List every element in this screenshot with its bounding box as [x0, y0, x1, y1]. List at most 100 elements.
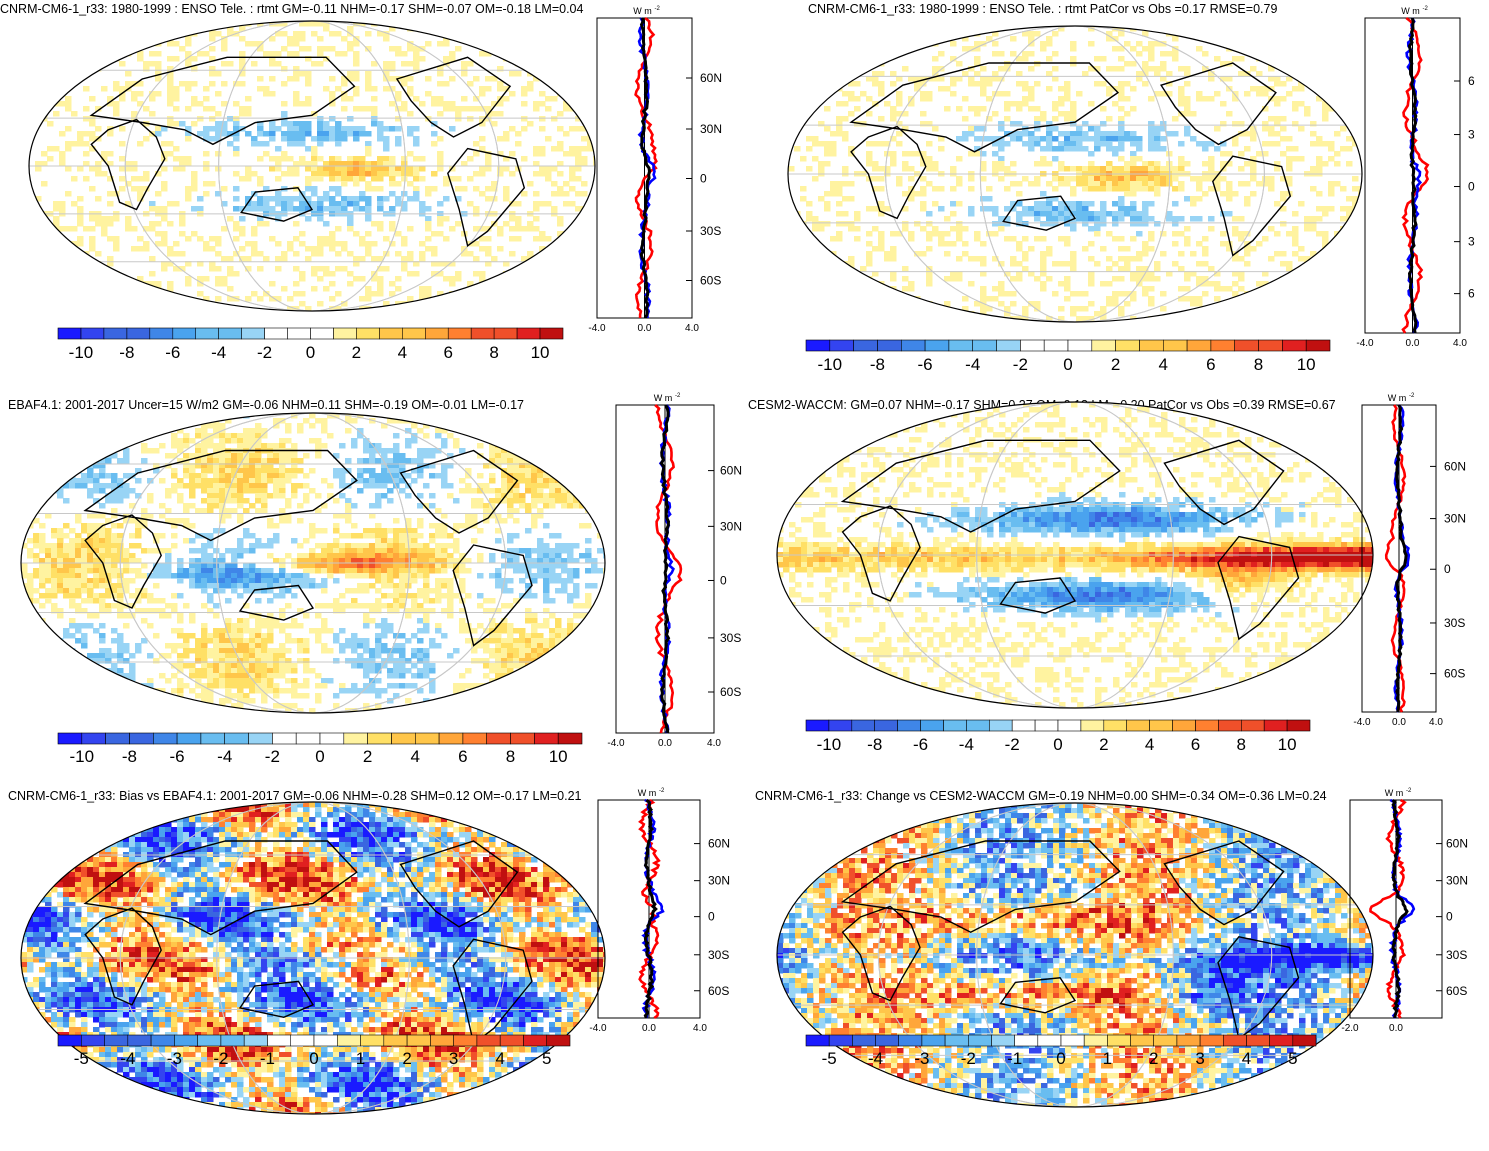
colorbar-swatch	[1195, 719, 1219, 732]
colorbar-swatch	[313, 1034, 338, 1047]
colorbar-tick: -6	[170, 747, 185, 766]
colorbar-swatch	[1210, 339, 1236, 352]
zonal-series	[639, 17, 652, 319]
zonal-mean-panel: W m -2 60N 30N 0 30S 60S -4.0 0.0 4.0	[607, 393, 742, 749]
colorbar-swatch	[991, 1034, 1016, 1047]
colorbar-tick: -2	[265, 747, 280, 766]
colorbar-swatch	[104, 1034, 129, 1047]
colorbar-swatch	[1282, 339, 1307, 352]
colorbar-swatch	[920, 719, 944, 732]
map-field	[777, 402, 1373, 708]
panel-2: CNRM-CM6-1_r33: 1980-1999 : ENSO Tele. :…	[787, 2, 1475, 374]
colorbar-swatch	[898, 1034, 923, 1047]
colorbar-swatch	[153, 732, 178, 745]
lat-label: 60S	[720, 685, 741, 699]
colorbar-tick: 2	[352, 343, 361, 362]
coastline	[83, 449, 533, 647]
lat-label: 60N	[708, 837, 730, 851]
colorbar-swatch	[1163, 339, 1188, 352]
panel-4: CESM2-WACCM: GM=0.07 NHM=-0.17 SHM=0.27 …	[748, 393, 1466, 754]
zonal-series	[1395, 404, 1408, 713]
x-tick-label: -4.0	[588, 323, 606, 334]
colorbar-tick: 8	[489, 343, 498, 362]
colorbar-swatch	[195, 327, 219, 340]
colorbar-swatch	[287, 327, 311, 340]
colorbar-tick: -1	[260, 1049, 275, 1068]
colorbar-swatch	[174, 1034, 198, 1047]
colorbar-swatch	[57, 732, 83, 745]
colorbar-tick: 10	[1278, 735, 1297, 754]
colorbar: -5 -4 -3 -2 -1 0 1 2 3 4 5	[805, 1034, 1317, 1068]
zonal-series	[1391, 798, 1409, 1019]
zonal-series	[637, 17, 657, 319]
colorbar: -10 -8 -6 -4 -2 0 2 4 6 8 10	[805, 339, 1331, 374]
colorbar-swatch	[1130, 1034, 1155, 1047]
colorbar-swatch	[546, 1034, 571, 1047]
colorbar-swatch	[996, 339, 1021, 352]
colorbar-swatch	[200, 732, 225, 745]
colorbar-swatch	[379, 327, 403, 340]
graticule	[777, 803, 1373, 1107]
colorbar-swatch	[172, 327, 197, 340]
colorbar-swatch	[197, 1034, 222, 1047]
zonal-mean-panel: W m -2 60N 30N 0 30S 60S -4.0 0.0 4.0	[588, 6, 722, 334]
lat-label: 3	[1468, 128, 1475, 142]
unit-label: W m	[638, 788, 657, 798]
lat-label: 6	[1468, 287, 1475, 301]
lat-label: 30S	[1446, 948, 1467, 962]
colorbar-tick: -3	[914, 1049, 929, 1068]
colorbar-tick: 10	[531, 343, 550, 362]
x-tick-label: 0.0	[638, 323, 652, 334]
lat-label: 60N	[1446, 837, 1468, 851]
graticule	[21, 802, 605, 1114]
colorbar-swatch	[310, 327, 334, 340]
colorbar-swatch	[1176, 1034, 1201, 1047]
colorbar-swatch	[510, 732, 535, 745]
colorbar-swatch	[1057, 719, 1082, 732]
colorbar-tick: -2	[1005, 735, 1020, 754]
colorbar-swatch	[972, 339, 997, 352]
colorbar-swatch	[1115, 339, 1140, 352]
colorbar-swatch	[103, 327, 128, 340]
colorbar-swatch	[1246, 1034, 1271, 1047]
colorbar-tick: -8	[867, 735, 882, 754]
colorbar-swatch	[805, 1034, 830, 1047]
colorbar-tick: 0	[1063, 355, 1072, 374]
colorbar: -10 -8 -6 -4 -2 0 2 4 6 8 10	[57, 732, 583, 766]
colorbar-swatch	[853, 339, 878, 352]
colorbar-tick: 5	[542, 1049, 551, 1068]
colorbar-swatch	[534, 732, 559, 745]
colorbar-tick: 8	[1237, 735, 1246, 754]
colorbar-swatch	[290, 1034, 315, 1047]
colorbar-tick: -4	[120, 1049, 135, 1068]
colorbar-swatch	[264, 327, 288, 340]
colorbar-swatch	[1258, 339, 1283, 352]
colorbar-swatch	[1139, 339, 1164, 352]
colorbar-swatch	[438, 732, 464, 745]
colorbar-swatch	[220, 1034, 245, 1047]
zonal-series	[641, 798, 665, 1019]
unit-exponent: -2	[659, 788, 665, 794]
colorbar-swatch	[1286, 719, 1311, 732]
colorbar-swatch	[401, 327, 426, 340]
panel-5: CNRM-CM6-1_r33: Bias vs EBAF4.1: 2001-20…	[8, 788, 730, 1115]
colorbar-tick: -2	[961, 1049, 976, 1068]
colorbar-swatch	[516, 327, 541, 340]
colorbar-swatch	[943, 719, 967, 732]
zonal-series	[654, 404, 683, 734]
colorbar-swatch	[1199, 1034, 1224, 1047]
colorbar-swatch	[967, 1034, 992, 1047]
lat-label: 30N	[700, 122, 722, 136]
colorbar-swatch	[57, 1034, 82, 1047]
colorbar-swatch	[447, 327, 472, 340]
colorbar-swatch	[1091, 339, 1116, 352]
coastline	[840, 439, 1300, 641]
colorbar-swatch	[944, 1034, 969, 1047]
x-tick-label: 4.0	[685, 323, 699, 334]
colorbar-swatch	[414, 732, 440, 745]
colorbar-swatch	[470, 327, 495, 340]
coastline	[83, 840, 533, 1046]
colorbar-tick: 2	[1099, 735, 1108, 754]
lat-label: 60S	[1444, 667, 1465, 681]
